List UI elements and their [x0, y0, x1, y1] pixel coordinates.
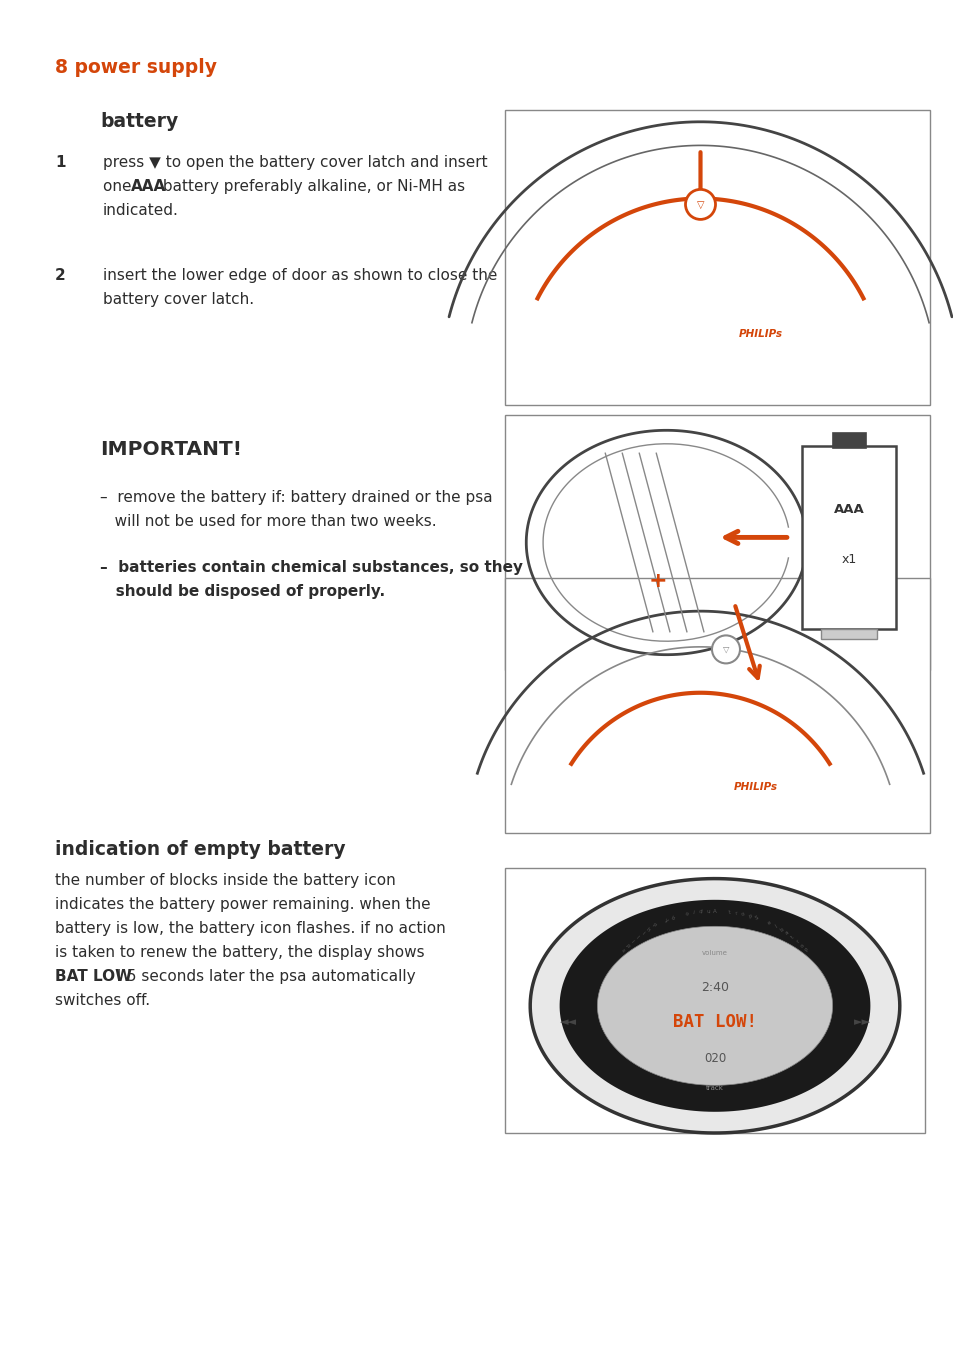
Text: –  remove the battery if: battery drained or the psa: – remove the battery if: battery drained…: [100, 490, 492, 505]
Text: 1: 1: [55, 155, 66, 170]
Text: indicated.: indicated.: [103, 203, 179, 218]
Text: A: A: [713, 909, 716, 914]
Text: S: S: [754, 915, 759, 921]
Text: b: b: [670, 915, 675, 921]
Text: BAT LOW!: BAT LOW!: [672, 1012, 757, 1031]
Text: b: b: [778, 926, 784, 933]
Text: t: t: [789, 934, 795, 940]
Text: s: s: [619, 948, 625, 953]
Text: ◄◄: ◄◄: [558, 1016, 576, 1027]
Text: insert the lower edge of door as shown to close the: insert the lower edge of door as shown t…: [103, 268, 497, 283]
Text: is taken to renew the battery, the display shows: is taken to renew the battery, the displ…: [55, 945, 424, 960]
Text: y: y: [663, 918, 668, 923]
Text: track: track: [705, 1085, 723, 1092]
Text: battery is low, the battery icon flashes. if no action: battery is low, the battery icon flashes…: [55, 921, 445, 935]
Text: x1: x1: [841, 553, 856, 565]
Text: IMPORTANT!: IMPORTANT!: [100, 440, 242, 459]
Text: l: l: [635, 934, 639, 940]
Text: AAA: AAA: [833, 503, 863, 517]
Text: p: p: [747, 913, 752, 919]
Text: ▽: ▽: [722, 645, 728, 654]
Text: h: h: [644, 926, 650, 933]
Text: t: t: [727, 910, 730, 915]
Text: ▽: ▽: [696, 199, 703, 210]
Text: press ▼ to open the battery cover latch and insert: press ▼ to open the battery cover latch …: [103, 155, 487, 170]
Circle shape: [685, 190, 715, 219]
Bar: [504, 110, 929, 405]
Text: 020: 020: [703, 1053, 725, 1065]
Text: PHILIPs: PHILIPs: [738, 330, 781, 339]
Text: o: o: [740, 911, 744, 917]
Text: volume: volume: [701, 950, 727, 956]
Text: l: l: [773, 923, 777, 929]
Text: indication of empty battery: indication of empty battery: [55, 840, 345, 859]
Bar: [801, 446, 895, 629]
Text: o: o: [799, 942, 804, 949]
Text: i: i: [629, 940, 634, 944]
Circle shape: [711, 635, 740, 664]
Text: battery: battery: [100, 112, 178, 131]
Text: battery preferably alkaline, or Ni-MH as: battery preferably alkaline, or Ni-MH as: [158, 179, 465, 194]
Text: u: u: [705, 909, 709, 914]
Text: e: e: [766, 921, 772, 926]
Text: +: +: [648, 571, 666, 591]
Text: PHILIPs: PHILIPs: [733, 782, 777, 791]
Bar: [504, 868, 924, 1133]
Text: 2:40: 2:40: [700, 981, 728, 993]
Text: 2: 2: [55, 268, 66, 283]
Text: will not be used for more than two weeks.: will not be used for more than two weeks…: [100, 514, 436, 529]
Text: i: i: [692, 910, 694, 915]
Text: a: a: [783, 930, 790, 935]
Text: the number of blocks inside the battery icon: the number of blocks inside the battery …: [55, 874, 395, 888]
Text: one: one: [103, 179, 136, 194]
Text: BAT LOW: BAT LOW: [55, 969, 132, 984]
Bar: [504, 577, 929, 833]
Text: p: p: [623, 942, 630, 949]
Text: 8 power supply: 8 power supply: [55, 58, 216, 77]
Text: should be disposed of properly.: should be disposed of properly.: [100, 584, 385, 599]
Text: switches off.: switches off.: [55, 993, 150, 1008]
Bar: [821, 629, 877, 639]
Text: –  batteries contain chemical substances, so they: – batteries contain chemical substances,…: [100, 560, 522, 575]
Text: i: i: [639, 930, 644, 935]
Text: r: r: [734, 910, 737, 915]
Bar: [832, 433, 864, 448]
Text: r: r: [795, 938, 800, 944]
Text: battery cover latch.: battery cover latch.: [103, 292, 253, 307]
Text: d: d: [698, 910, 702, 915]
Text: P: P: [803, 948, 809, 953]
Polygon shape: [559, 900, 869, 1112]
Polygon shape: [597, 926, 832, 1085]
Bar: [504, 415, 929, 670]
Text: P: P: [651, 923, 656, 929]
Polygon shape: [530, 879, 899, 1133]
Text: ! 5 seconds later the psa automatically: ! 5 seconds later the psa automatically: [116, 969, 416, 984]
Text: AAA: AAA: [131, 179, 166, 194]
Text: ►►: ►►: [853, 1016, 869, 1027]
Text: indicates the battery power remaining. when the: indicates the battery power remaining. w…: [55, 896, 430, 913]
Text: o: o: [683, 911, 688, 917]
